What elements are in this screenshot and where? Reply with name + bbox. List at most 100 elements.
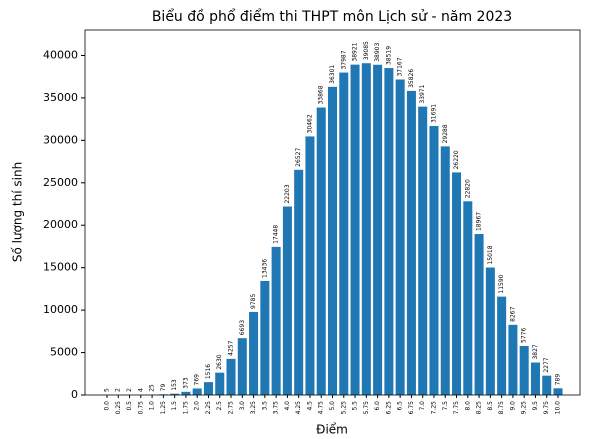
- x-tick-label: 9.25: [521, 401, 528, 415]
- value-label: 8267: [509, 306, 516, 321]
- value-label: 33971: [419, 84, 426, 103]
- bar: [373, 64, 383, 396]
- x-tick-label: 5.5: [352, 401, 359, 411]
- bar: [429, 125, 439, 396]
- bar: [339, 72, 349, 395]
- y-tick-label: 25000: [43, 176, 78, 189]
- bar: [305, 136, 315, 395]
- bar: [440, 146, 450, 395]
- x-tick-label: 6.5: [397, 401, 404, 411]
- x-tick-label: 0.5: [126, 401, 133, 411]
- x-tick-label: 0.25: [115, 401, 122, 415]
- y-tick-label: 5000: [50, 346, 78, 359]
- value-label: 22820: [464, 179, 471, 198]
- x-tick-label: 5.75: [363, 401, 370, 415]
- y-tick-label: 0: [71, 388, 78, 401]
- value-label: 9785: [250, 293, 257, 308]
- bar: [485, 267, 495, 395]
- bar: [316, 107, 326, 396]
- bar: [418, 106, 428, 395]
- x-tick-label: 8.5: [487, 401, 494, 411]
- bar: [406, 90, 416, 396]
- value-label: 2630: [216, 354, 223, 369]
- bar: [271, 246, 281, 395]
- y-tick-label: 30000: [43, 133, 78, 146]
- x-tick-label: 0.75: [137, 401, 144, 415]
- value-label: 2: [126, 388, 133, 392]
- bar: [395, 79, 405, 396]
- y-tick-label: 35000: [43, 91, 78, 104]
- x-tick-label: 1.25: [160, 401, 167, 415]
- x-tick-label: 8.0: [464, 401, 471, 411]
- value-label: 35826: [408, 69, 415, 88]
- value-label: 26527: [295, 148, 302, 167]
- bar: [553, 388, 563, 395]
- bar: [530, 362, 540, 395]
- y-axis-label: Số lượng thí sinh: [11, 162, 25, 262]
- bar: [170, 393, 180, 395]
- bar: [519, 345, 529, 395]
- x-tick-label: 3.25: [250, 401, 257, 415]
- value-label: 39085: [363, 41, 370, 60]
- value-label: 37987: [340, 50, 347, 69]
- bar: [294, 169, 304, 395]
- axes-frame: [84, 29, 581, 396]
- value-label: 4: [137, 388, 144, 392]
- x-tick-label: 10.0: [555, 401, 562, 415]
- value-label: 22203: [284, 184, 291, 203]
- x-tick-label: 8.75: [498, 401, 505, 415]
- x-tick-label: 5.25: [340, 401, 347, 415]
- bar: [361, 63, 371, 396]
- value-label: 3827: [532, 344, 539, 359]
- value-label: 769: [194, 374, 201, 386]
- value-label: 5776: [521, 328, 528, 343]
- x-tick-label: 2.5: [216, 401, 223, 411]
- bar: [181, 391, 191, 395]
- x-tick-label: 7.0: [419, 401, 426, 411]
- bar: [226, 358, 236, 395]
- x-tick-label: 1.75: [182, 401, 189, 415]
- x-tick-label: 4.75: [318, 401, 325, 415]
- x-tick-label: 9.75: [543, 401, 550, 415]
- x-tick-label: 2.0: [194, 401, 201, 411]
- x-tick-label: 2.25: [205, 401, 212, 415]
- x-tick-label: 4.5: [306, 401, 313, 411]
- x-tick-label: 4.25: [295, 401, 302, 415]
- value-label: 25: [149, 384, 156, 392]
- value-label: 38519: [385, 46, 392, 65]
- bar: [192, 388, 202, 395]
- value-label: 79: [160, 384, 167, 392]
- x-tick-label: 3.5: [261, 401, 268, 411]
- value-label: 6693: [239, 320, 246, 335]
- bar: [452, 172, 462, 395]
- x-tick-label: 7.5: [442, 401, 449, 411]
- x-tick-label: 5.0: [329, 401, 336, 411]
- chart-title: Biểu đồ phổ điểm thi THPT môn Lịch sử - …: [152, 8, 512, 25]
- x-tick-label: 6.25: [385, 401, 392, 415]
- x-tick-label: 6.75: [408, 401, 415, 415]
- bar: [497, 296, 507, 395]
- bar: [474, 234, 484, 395]
- value-label: 33868: [318, 85, 325, 104]
- bar: [542, 375, 552, 395]
- bar: [249, 311, 259, 395]
- value-label: 30462: [306, 114, 313, 133]
- value-label: 29288: [442, 124, 449, 143]
- x-tick-label: 1.0: [149, 401, 156, 411]
- value-label: 153: [171, 379, 178, 391]
- value-label: 15018: [487, 245, 494, 264]
- value-label: 13436: [261, 259, 268, 278]
- value-label: 2: [115, 388, 122, 392]
- x-tick-label: 7.25: [430, 401, 437, 415]
- value-label: 2277: [543, 357, 550, 372]
- bar: [327, 86, 338, 396]
- y-tick-label: 15000: [43, 261, 78, 274]
- value-label: 38903: [374, 43, 381, 62]
- x-axis-label: Điểm: [316, 423, 348, 437]
- value-label: 789: [555, 374, 562, 386]
- bar: [215, 372, 225, 395]
- x-tick-label: 6.0: [374, 401, 381, 411]
- x-tick-label: 3.0: [239, 401, 246, 411]
- value-label: 31691: [430, 104, 437, 123]
